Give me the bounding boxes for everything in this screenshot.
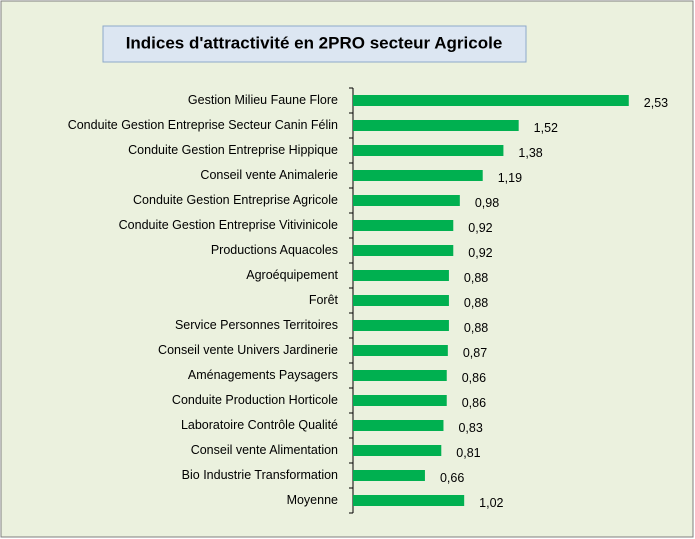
y-tick-label: Bio Industrie Transformation xyxy=(182,468,338,482)
data-label: 0,88 xyxy=(464,321,488,335)
y-tick-label: Agroéquipement xyxy=(246,268,338,282)
title-box xyxy=(102,25,527,63)
data-label: 0,86 xyxy=(462,396,486,410)
bar xyxy=(353,145,504,156)
data-label: 1,02 xyxy=(479,496,503,510)
data-label: 0,66 xyxy=(440,471,464,485)
data-label: 0,98 xyxy=(475,196,499,210)
bar xyxy=(353,370,447,381)
bar xyxy=(353,495,465,506)
data-label: 0,88 xyxy=(464,296,488,310)
bar xyxy=(353,470,425,481)
data-label: 0,88 xyxy=(464,271,488,285)
y-tick-label: Conseil vente Univers Jardinerie xyxy=(158,343,338,357)
y-tick-label: Conduite Production Horticole xyxy=(172,393,338,407)
bar xyxy=(353,420,444,431)
bar xyxy=(353,120,519,131)
y-tick-label: Service Personnes Territoires xyxy=(175,318,338,332)
data-label: 0,81 xyxy=(456,446,480,460)
y-tick-label: Conseil vente Animalerie xyxy=(200,168,338,182)
bar xyxy=(353,245,454,256)
bar xyxy=(353,320,449,331)
bar xyxy=(353,270,449,281)
data-label: 0,92 xyxy=(468,246,492,260)
bar xyxy=(353,220,454,231)
data-label: 1,19 xyxy=(498,171,522,185)
bar xyxy=(353,295,449,306)
y-tick-label: Conduite Gestion Entreprise Vitivinicole xyxy=(119,218,338,232)
chart-title: Indices d'attractivité en 2PRO secteur A… xyxy=(126,33,503,52)
y-tick-label: Productions Aquacoles xyxy=(211,243,338,257)
bar xyxy=(353,95,629,106)
y-tick-label: Moyenne xyxy=(287,493,338,507)
y-tick-label: Gestion Milieu Faune Flore xyxy=(188,93,338,107)
bar xyxy=(353,170,483,181)
data-label: 2,53 xyxy=(644,96,668,110)
y-tick-label: Aménagements Paysagers xyxy=(188,368,338,382)
y-tick-label: Conduite Gestion Entreprise Hippique xyxy=(128,143,338,157)
data-label: 0,92 xyxy=(468,221,492,235)
y-tick-label: Laboratoire Contrôle Qualité xyxy=(181,418,338,432)
y-tick-label: Forêt xyxy=(309,293,339,307)
y-tick-label: Conseil vente Alimentation xyxy=(191,443,338,457)
data-label: 1,52 xyxy=(534,121,558,135)
bar xyxy=(353,395,447,406)
bar xyxy=(353,195,460,206)
y-tick-label: Conduite Gestion Entreprise Secteur Cani… xyxy=(68,118,338,132)
data-label: 0,83 xyxy=(458,421,482,435)
bar xyxy=(353,445,442,456)
data-label: 1,38 xyxy=(518,146,542,160)
data-label: 0,87 xyxy=(463,346,487,360)
data-label: 0,86 xyxy=(462,371,486,385)
bar xyxy=(353,345,448,356)
y-tick-label: Conduite Gestion Entreprise Agricole xyxy=(133,193,338,207)
